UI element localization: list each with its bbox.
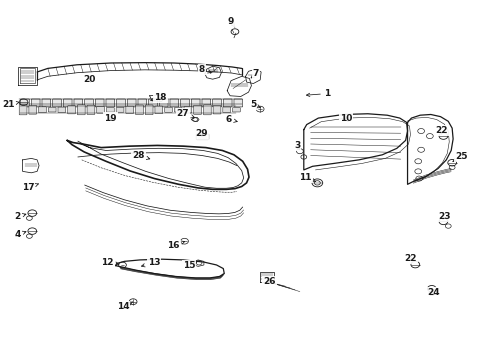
Text: 4: 4	[14, 230, 26, 239]
FancyBboxPatch shape	[203, 105, 211, 115]
FancyBboxPatch shape	[193, 105, 201, 114]
FancyBboxPatch shape	[138, 99, 146, 107]
FancyBboxPatch shape	[155, 106, 163, 113]
FancyBboxPatch shape	[95, 99, 104, 107]
FancyBboxPatch shape	[29, 105, 37, 114]
FancyBboxPatch shape	[232, 108, 240, 112]
Text: 12: 12	[101, 258, 119, 266]
Text: 24: 24	[426, 288, 439, 297]
FancyBboxPatch shape	[48, 108, 56, 112]
FancyBboxPatch shape	[127, 99, 136, 107]
Text: 10: 10	[339, 114, 351, 123]
FancyBboxPatch shape	[53, 99, 61, 107]
FancyBboxPatch shape	[87, 105, 95, 114]
FancyBboxPatch shape	[58, 107, 65, 112]
FancyBboxPatch shape	[116, 107, 123, 112]
FancyBboxPatch shape	[159, 99, 168, 107]
Text: 23: 23	[438, 212, 450, 220]
FancyBboxPatch shape	[164, 107, 172, 112]
FancyBboxPatch shape	[196, 134, 208, 140]
Text: 7: 7	[251, 69, 259, 78]
FancyBboxPatch shape	[174, 108, 182, 112]
FancyBboxPatch shape	[135, 105, 143, 114]
FancyBboxPatch shape	[74, 99, 82, 107]
Text: 25: 25	[452, 152, 467, 162]
FancyBboxPatch shape	[145, 105, 153, 115]
FancyBboxPatch shape	[117, 99, 125, 107]
FancyBboxPatch shape	[31, 99, 40, 107]
Text: 20: 20	[83, 75, 96, 84]
Text: 17: 17	[21, 184, 38, 193]
Text: 26: 26	[263, 277, 275, 286]
Text: 11: 11	[299, 173, 315, 182]
Text: 29: 29	[195, 130, 207, 139]
Text: 9: 9	[227, 17, 234, 27]
Text: 6: 6	[225, 115, 237, 124]
FancyBboxPatch shape	[106, 99, 115, 107]
Text: 14: 14	[116, 302, 133, 311]
FancyBboxPatch shape	[183, 107, 191, 113]
Text: 21: 21	[2, 100, 19, 109]
FancyBboxPatch shape	[63, 99, 72, 107]
FancyBboxPatch shape	[77, 105, 85, 115]
Text: 19: 19	[104, 114, 117, 122]
Text: 22: 22	[404, 254, 416, 263]
Text: 3: 3	[293, 141, 300, 150]
Text: 15: 15	[183, 261, 197, 270]
Text: 27: 27	[176, 109, 194, 118]
FancyBboxPatch shape	[125, 106, 133, 113]
Text: 28: 28	[132, 151, 149, 160]
Text: 22: 22	[435, 126, 447, 135]
FancyBboxPatch shape	[170, 99, 178, 107]
FancyBboxPatch shape	[213, 105, 221, 114]
FancyBboxPatch shape	[97, 107, 104, 113]
FancyBboxPatch shape	[180, 99, 189, 107]
FancyBboxPatch shape	[233, 99, 242, 107]
FancyBboxPatch shape	[202, 99, 210, 107]
FancyBboxPatch shape	[42, 99, 51, 107]
FancyBboxPatch shape	[223, 99, 232, 107]
FancyBboxPatch shape	[84, 99, 93, 107]
Text: 16: 16	[167, 241, 184, 250]
FancyBboxPatch shape	[223, 107, 230, 113]
Text: 5: 5	[249, 100, 260, 109]
FancyBboxPatch shape	[39, 107, 46, 113]
FancyBboxPatch shape	[148, 99, 157, 107]
Text: 13: 13	[141, 258, 160, 267]
FancyBboxPatch shape	[212, 99, 221, 107]
FancyBboxPatch shape	[67, 106, 75, 114]
FancyBboxPatch shape	[20, 99, 29, 107]
Text: 1: 1	[306, 89, 330, 98]
FancyBboxPatch shape	[106, 108, 114, 112]
Text: 18: 18	[150, 93, 166, 102]
FancyBboxPatch shape	[19, 105, 27, 115]
Text: 8: 8	[198, 65, 211, 74]
FancyBboxPatch shape	[191, 99, 200, 107]
Text: 2: 2	[14, 212, 26, 221]
